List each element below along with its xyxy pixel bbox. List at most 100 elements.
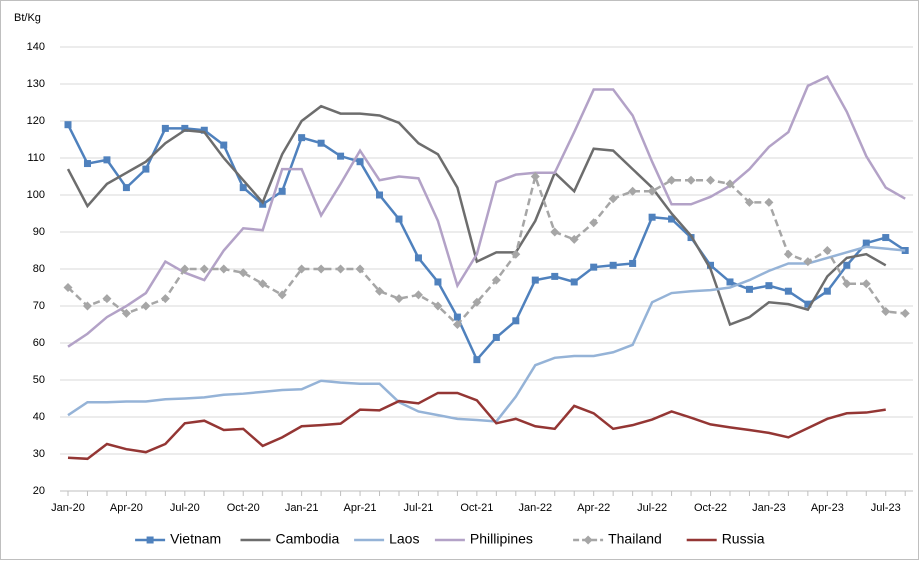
- series-marker: [142, 165, 150, 173]
- series-marker: [648, 213, 656, 221]
- series-marker: [882, 234, 890, 242]
- series-marker: [238, 268, 248, 278]
- series-marker: [413, 290, 423, 300]
- legend-marker: [583, 535, 593, 545]
- x-tick-label: Jul-23: [871, 502, 901, 514]
- x-tick-label: Jul-21: [403, 502, 433, 514]
- series-marker: [180, 264, 190, 274]
- x-tick-label: Apr-22: [577, 502, 610, 514]
- series-marker: [590, 263, 598, 271]
- y-tick-label: 100: [27, 189, 45, 201]
- series-marker: [434, 278, 442, 286]
- series-marker: [491, 275, 501, 285]
- series-marker: [160, 294, 170, 304]
- series-marker: [707, 261, 715, 269]
- series-marker: [121, 308, 131, 318]
- series-marker: [200, 126, 208, 134]
- series-marker: [706, 175, 716, 185]
- y-tick-label: 90: [33, 226, 45, 238]
- y-tick-label: 50: [33, 374, 45, 386]
- x-tick-label: Jul-22: [637, 502, 667, 514]
- series-marker: [414, 254, 422, 262]
- series-marker: [842, 279, 852, 289]
- y-tick-label: 120: [27, 115, 45, 127]
- legend-label: Russia: [722, 531, 765, 547]
- series-line: [66, 104, 887, 327]
- series-marker: [667, 175, 677, 185]
- series-line: [67, 391, 886, 461]
- series-line: [67, 245, 906, 423]
- series-line: [67, 74, 906, 348]
- series-marker: [452, 320, 462, 329]
- y-tick-label: 30: [33, 448, 45, 460]
- series-marker: [511, 249, 521, 259]
- series-marker: [823, 287, 831, 295]
- series-marker: [355, 264, 365, 274]
- series-marker: [628, 186, 638, 196]
- y-tick-label: 80: [33, 263, 45, 275]
- series-marker: [608, 194, 618, 204]
- x-tick-label: Jan-22: [518, 502, 552, 514]
- series-marker: [686, 175, 696, 185]
- series-marker: [804, 300, 812, 308]
- series-marker: [141, 301, 151, 311]
- y-tick-label: 70: [33, 300, 45, 312]
- y-tick-label: 130: [27, 78, 45, 90]
- series-marker: [726, 278, 734, 286]
- x-tick-label: Apr-20: [110, 502, 143, 514]
- series-marker: [64, 121, 72, 129]
- series-marker: [219, 264, 229, 274]
- x-tick-label: Oct-21: [460, 502, 493, 514]
- series-marker: [589, 218, 599, 228]
- series-marker: [764, 197, 774, 207]
- series-marker: [63, 283, 73, 292]
- x-tick-label: Oct-22: [694, 502, 727, 514]
- series-marker: [647, 186, 657, 196]
- series-marker: [298, 134, 306, 142]
- series-marker: [82, 301, 92, 311]
- series-marker: [395, 215, 403, 223]
- series-marker: [531, 276, 539, 284]
- series-marker: [803, 257, 813, 267]
- series-marker: [277, 290, 287, 300]
- series-marker: [258, 279, 268, 289]
- series-marker: [744, 197, 754, 207]
- y-tick-label: 140: [27, 41, 45, 53]
- series-marker: [103, 156, 111, 164]
- series-marker: [861, 279, 871, 289]
- series-marker: [900, 308, 910, 318]
- series-marker: [375, 286, 385, 296]
- y-tick-label: 40: [33, 411, 45, 423]
- series-marker: [472, 297, 482, 307]
- series-marker: [570, 278, 578, 286]
- series-marker: [181, 124, 189, 132]
- x-tick-label: Jan-20: [51, 502, 85, 514]
- series-marker: [297, 264, 307, 274]
- legend-label: Thailand: [608, 531, 662, 547]
- series-marker: [220, 141, 228, 149]
- y-tick-label: 60: [33, 337, 45, 349]
- series-marker: [83, 160, 91, 168]
- x-tick-label: Jan-21: [285, 502, 319, 514]
- x-tick-label: Jan-23: [752, 502, 786, 514]
- series-marker: [239, 184, 247, 192]
- series-marker: [550, 227, 560, 237]
- series-marker: [512, 317, 520, 325]
- series-marker: [433, 301, 443, 311]
- y-axis-label: Bt/Kg: [14, 12, 41, 24]
- y-tick-label: 110: [27, 152, 45, 164]
- x-tick-label: Apr-23: [811, 502, 844, 514]
- series-marker: [356, 158, 364, 166]
- series-marker: [668, 215, 676, 223]
- series-marker: [317, 139, 325, 147]
- series-marker: [337, 152, 345, 160]
- series-marker: [822, 246, 832, 255]
- series-marker: [199, 264, 209, 274]
- series-marker: [843, 261, 851, 269]
- legend-label: Laos: [389, 531, 419, 547]
- series-marker: [453, 313, 461, 321]
- series-marker: [161, 124, 169, 132]
- series-marker: [394, 294, 404, 304]
- series-marker: [765, 282, 773, 290]
- legend-marker: [146, 536, 154, 544]
